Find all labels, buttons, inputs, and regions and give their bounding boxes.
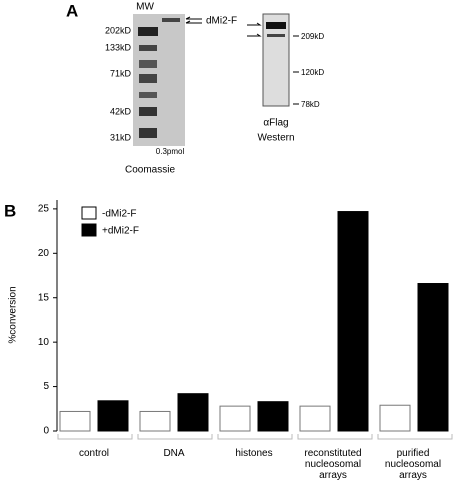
arrow bbox=[185, 16, 202, 24]
legend-label: +dMi2-F bbox=[102, 226, 139, 237]
bar bbox=[299, 405, 331, 432]
blot-band bbox=[266, 22, 286, 29]
band-label: dMi2-F bbox=[206, 16, 237, 27]
x-tick-label: control bbox=[78, 448, 109, 459]
y-tick-label: 0 bbox=[43, 426, 49, 437]
marker-label: 31kD bbox=[110, 132, 132, 142]
marker-label: 202kD bbox=[105, 25, 132, 35]
y-tick-label: 20 bbox=[38, 248, 50, 259]
bar bbox=[97, 400, 129, 432]
bar bbox=[219, 405, 251, 432]
arrow bbox=[247, 22, 262, 37]
blot-band bbox=[267, 34, 285, 37]
stain-label: Coomassie bbox=[125, 165, 175, 176]
bar bbox=[379, 404, 411, 432]
bar bbox=[417, 283, 449, 432]
gel-band bbox=[139, 107, 157, 116]
group-bracket bbox=[377, 434, 453, 440]
marker-label: 71kD bbox=[110, 68, 132, 78]
gel-band bbox=[139, 60, 157, 68]
y-tick-label: 5 bbox=[43, 381, 49, 392]
gel-band bbox=[139, 74, 157, 83]
gel-band bbox=[162, 18, 180, 22]
bar bbox=[257, 401, 289, 432]
x-tick-label: DNA bbox=[163, 448, 185, 459]
western-marker: 209kD bbox=[301, 32, 324, 41]
gel-band bbox=[139, 45, 157, 51]
y-tick-label: 15 bbox=[38, 292, 50, 303]
western-marker: 78kD bbox=[301, 100, 320, 109]
panel-label: B bbox=[4, 201, 16, 220]
gel-band bbox=[138, 27, 158, 36]
group-bracket bbox=[137, 434, 213, 440]
y-tick-label: 25 bbox=[38, 204, 50, 215]
western-marker: 120kD bbox=[301, 68, 324, 77]
gel-band bbox=[139, 92, 157, 98]
antibody-label: αFlag bbox=[263, 118, 288, 129]
bar bbox=[177, 393, 209, 432]
legend-swatch bbox=[81, 223, 97, 237]
mw-label: MW bbox=[136, 2, 154, 13]
x-tick-label: purified nucleosomal arrays bbox=[384, 448, 442, 481]
x-tick-label: histones bbox=[235, 448, 273, 459]
method-label: Western bbox=[257, 133, 294, 144]
group-bracket bbox=[57, 434, 133, 440]
bar bbox=[139, 410, 171, 432]
legend-label: -dMi2-F bbox=[102, 209, 136, 220]
y-axis-title: %conversion bbox=[8, 286, 19, 343]
marker-ticks bbox=[293, 35, 299, 105]
x-tick-label: reconstituted nucleosomal arrays bbox=[304, 448, 362, 481]
marker-label: 42kD bbox=[110, 106, 132, 116]
western-blot bbox=[262, 13, 290, 107]
marker-label: 133kD bbox=[105, 42, 132, 52]
panel-label: A bbox=[66, 1, 78, 20]
bar bbox=[59, 410, 91, 432]
gel-band bbox=[139, 128, 157, 138]
group-bracket bbox=[297, 434, 373, 440]
group-bracket bbox=[217, 434, 293, 440]
bar bbox=[337, 211, 369, 432]
legend-swatch bbox=[81, 206, 97, 220]
y-tick-label: 10 bbox=[38, 337, 50, 348]
amount-label: 0.3pmol bbox=[156, 147, 185, 156]
